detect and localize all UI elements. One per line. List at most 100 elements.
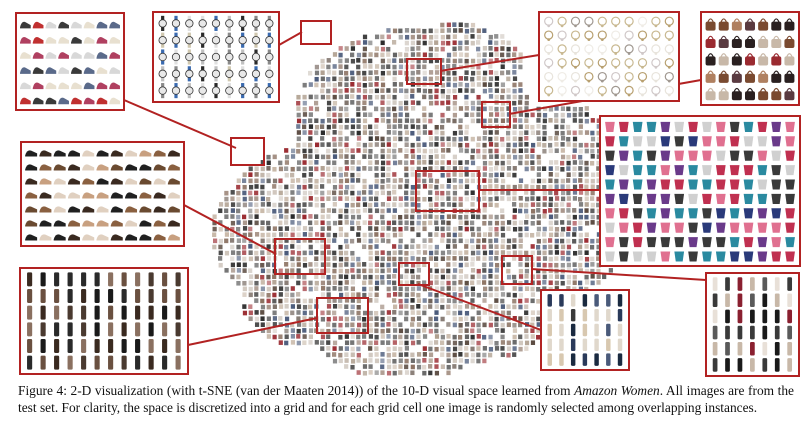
cloud-thumbnail [398, 256, 403, 262]
cloud-thumbnail [320, 262, 326, 268]
cloud-thumbnail [386, 172, 391, 178]
cloud-thumbnail [302, 82, 307, 88]
cloud-thumbnail [338, 274, 343, 279]
highlight-box-inset-sandals [274, 238, 326, 275]
cloud-thumbnail [584, 160, 589, 166]
cloud-thumbnail [512, 346, 517, 351]
cloud-thumbnail [428, 52, 433, 58]
cloud-thumbnail [254, 208, 259, 214]
cloud-thumbnail [596, 214, 601, 220]
cloud-thumbnail [356, 40, 361, 46]
item-thumbnail [594, 294, 599, 307]
item-thumbnail [785, 136, 795, 147]
cloud-thumbnail [380, 34, 385, 40]
cloud-thumbnail [290, 310, 295, 316]
cloud-thumbnail [440, 304, 445, 310]
cloud-thumbnail [380, 202, 386, 207]
cloud-thumbnail [290, 220, 295, 225]
cloud-thumbnail [296, 256, 301, 262]
cloud-thumbnail [482, 262, 487, 268]
cloud-thumbnail [464, 328, 469, 333]
item-thumbnail [715, 251, 726, 262]
cloud-thumbnail [254, 214, 259, 219]
cloud-thumbnail [548, 220, 553, 226]
cloud-thumbnail [344, 208, 349, 214]
cloud-thumbnail [302, 118, 307, 124]
cloud-thumbnail [314, 178, 319, 184]
cloud-thumbnail [530, 220, 535, 226]
cloud-thumbnail [320, 256, 325, 261]
cloud-thumbnail [212, 226, 217, 232]
cloud-thumbnail [350, 292, 356, 298]
cloud-thumbnail [248, 196, 253, 201]
cloud-thumbnail [560, 256, 565, 261]
cloud-thumbnail [296, 112, 301, 118]
cloud-thumbnail [374, 232, 379, 237]
cloud-thumbnail [494, 82, 499, 87]
item-thumbnail [58, 97, 69, 105]
cloud-thumbnail [422, 286, 428, 292]
item-thumbnail [784, 56, 795, 66]
cloud-thumbnail [338, 244, 343, 250]
cloud-thumbnail [272, 190, 277, 195]
cloud-thumbnail [320, 190, 325, 196]
cloud-thumbnail [428, 88, 433, 94]
item-thumbnail [153, 164, 166, 171]
cloud-thumbnail [230, 202, 236, 207]
cloud-thumbnail [434, 88, 439, 94]
item-thumbnail [32, 97, 44, 105]
cloud-thumbnail [500, 346, 505, 351]
cloud-thumbnail [560, 274, 565, 280]
cloud-thumbnail [392, 40, 397, 45]
item-thumbnail [757, 193, 768, 204]
item-thumbnail [743, 165, 754, 176]
cloud-thumbnail [416, 160, 422, 165]
cloud-thumbnail [530, 244, 535, 249]
cloud-thumbnail [278, 178, 283, 184]
cloud-thumbnail [410, 256, 415, 261]
cloud-thumbnail [398, 28, 403, 34]
cloud-thumbnail [458, 76, 464, 81]
cloud-thumbnail [470, 262, 475, 267]
cloud-thumbnail [350, 358, 356, 364]
item-thumbnail [67, 178, 80, 185]
cloud-thumbnail [284, 166, 289, 172]
cloud-thumbnail [440, 88, 445, 94]
cloud-thumbnail [350, 220, 355, 226]
cloud-thumbnail [470, 226, 475, 232]
cloud-thumbnail [308, 214, 313, 219]
cloud-thumbnail [308, 70, 313, 76]
cloud-thumbnail [398, 298, 403, 304]
cloud-thumbnail [368, 208, 373, 213]
item-handle [707, 53, 714, 58]
cloud-thumbnail [344, 46, 349, 51]
item-pendant [641, 93, 644, 97]
cloud-thumbnail [386, 292, 391, 298]
cloud-thumbnail [458, 130, 463, 135]
cloud-thumbnail [374, 238, 379, 243]
cloud-thumbnail [398, 118, 403, 124]
item-thumbnail [158, 52, 167, 62]
cloud-thumbnail [356, 76, 362, 81]
cloud-thumbnail [446, 238, 451, 244]
cloud-thumbnail [518, 52, 523, 58]
cloud-thumbnail [482, 184, 488, 190]
cloud-thumbnail [260, 232, 265, 238]
cloud-thumbnail [344, 220, 349, 225]
item-thumbnail [25, 150, 38, 157]
cloud-thumbnail [356, 298, 361, 304]
cloud-thumbnail [512, 184, 517, 190]
cloud-thumbnail [374, 262, 379, 268]
cloud-thumbnail [326, 352, 331, 358]
cloud-thumbnail [302, 274, 307, 280]
cloud-thumbnail [464, 310, 470, 316]
item-thumbnail [771, 39, 782, 49]
cloud-thumbnail [446, 40, 451, 46]
cloud-thumbnail [416, 46, 421, 51]
cloud-thumbnail [578, 244, 583, 250]
cloud-thumbnail [440, 214, 445, 220]
cloud-thumbnail [464, 82, 470, 88]
cloud-thumbnail [494, 142, 499, 148]
cloud-thumbnail [350, 280, 355, 285]
cloud-thumbnail [476, 340, 481, 346]
